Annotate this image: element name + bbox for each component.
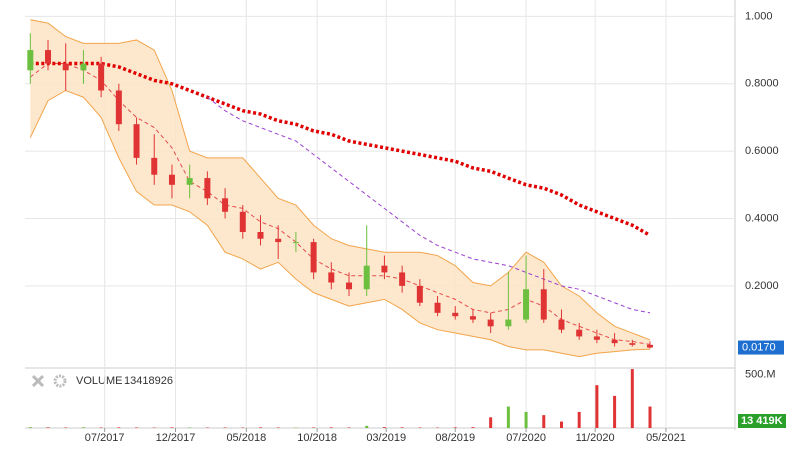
volume-bar (259, 427, 262, 428)
volume-bar (631, 369, 634, 428)
candle-body (204, 178, 210, 198)
candle-body (346, 283, 352, 290)
volume-label: VOLUME (76, 375, 122, 387)
volume-bar (454, 427, 457, 428)
volume-value: 13418926 (124, 375, 173, 387)
candle-body (134, 124, 140, 158)
candle-body (558, 320, 564, 330)
y-tick-label: 0.4000 (745, 212, 779, 224)
x-tick-label: 12/2017 (156, 432, 196, 444)
candle-body (27, 50, 33, 70)
candle-body (45, 50, 51, 63)
candle-body (240, 212, 246, 232)
candle-body (576, 330, 582, 337)
volume-bar (613, 396, 616, 428)
y-tick-label: 0.2000 (745, 280, 779, 292)
y-tick-label: 0.6000 (745, 145, 779, 157)
candle-body (293, 242, 299, 243)
volume-bar (507, 407, 510, 428)
volume-bar (47, 427, 50, 428)
candle-body (488, 320, 494, 327)
volume-bar (489, 417, 492, 428)
x-tick-label: 07/2020 (506, 432, 546, 444)
candle-body (399, 272, 405, 285)
volume-bar (383, 427, 386, 428)
candle-body (80, 64, 86, 71)
x-tick-label: 08/2019 (435, 432, 475, 444)
volume-bar (135, 427, 138, 428)
x-tick-label: 11/2020 (576, 432, 615, 444)
candle-body (594, 336, 600, 339)
candle-body (311, 242, 317, 272)
last-volume-label: 13 419K (741, 415, 783, 427)
candle-body (187, 178, 193, 185)
volume-bar (348, 427, 351, 428)
candle-body (417, 286, 423, 303)
volume-bar (224, 427, 227, 428)
volume-bar (365, 426, 368, 428)
volume-bar (560, 422, 563, 428)
candle-body (470, 316, 476, 319)
volume-tick-label: 500.M (745, 368, 776, 380)
candle-body (169, 175, 175, 185)
candle-body (541, 289, 547, 319)
candle-body (435, 303, 441, 313)
candle-body (612, 340, 618, 343)
candle-body (275, 239, 281, 242)
volume-bar (100, 427, 103, 428)
volume-bar (595, 385, 598, 428)
candle-body (452, 313, 458, 316)
candle-body (505, 320, 511, 327)
candle-body (116, 90, 122, 124)
volume-bar (277, 427, 280, 428)
y-tick-label: 0.8000 (745, 78, 779, 90)
candle-body (523, 289, 529, 319)
volume-bar (29, 427, 32, 428)
last-price-label: 0.0170 (742, 341, 776, 353)
x-tick-label: 05/2021 (646, 432, 686, 444)
volume-bar (117, 427, 120, 428)
volume-bar (64, 427, 67, 428)
volume-bar (542, 415, 545, 428)
volume-bar (188, 427, 191, 428)
candle-body (328, 272, 334, 282)
volume-bar (525, 412, 528, 428)
volume-bar (578, 412, 581, 428)
candle-body (629, 343, 635, 345)
x-tick-label: 03/2019 (366, 432, 406, 444)
candle-body (381, 266, 387, 273)
candle-body (364, 266, 370, 290)
candle-body (151, 158, 157, 175)
volume-bar (82, 427, 85, 428)
volume-bar (471, 427, 474, 428)
volume-bar (170, 427, 173, 428)
volume-bar (649, 407, 652, 428)
volume-bar (312, 427, 315, 428)
candle-body (222, 198, 228, 211)
candle-body (63, 64, 69, 71)
volume-bar (401, 427, 404, 428)
volume-bar (418, 427, 421, 428)
candle-body (647, 345, 653, 348)
candle-body (98, 64, 104, 91)
x-tick-label: 10/2018 (297, 432, 337, 444)
y-tick-label: 1.000 (745, 10, 773, 22)
volume-bar (330, 427, 333, 428)
candle-body (257, 232, 263, 239)
x-tick-label: 07/2017 (85, 432, 125, 444)
x-tick-label: 05/2018 (226, 432, 266, 444)
